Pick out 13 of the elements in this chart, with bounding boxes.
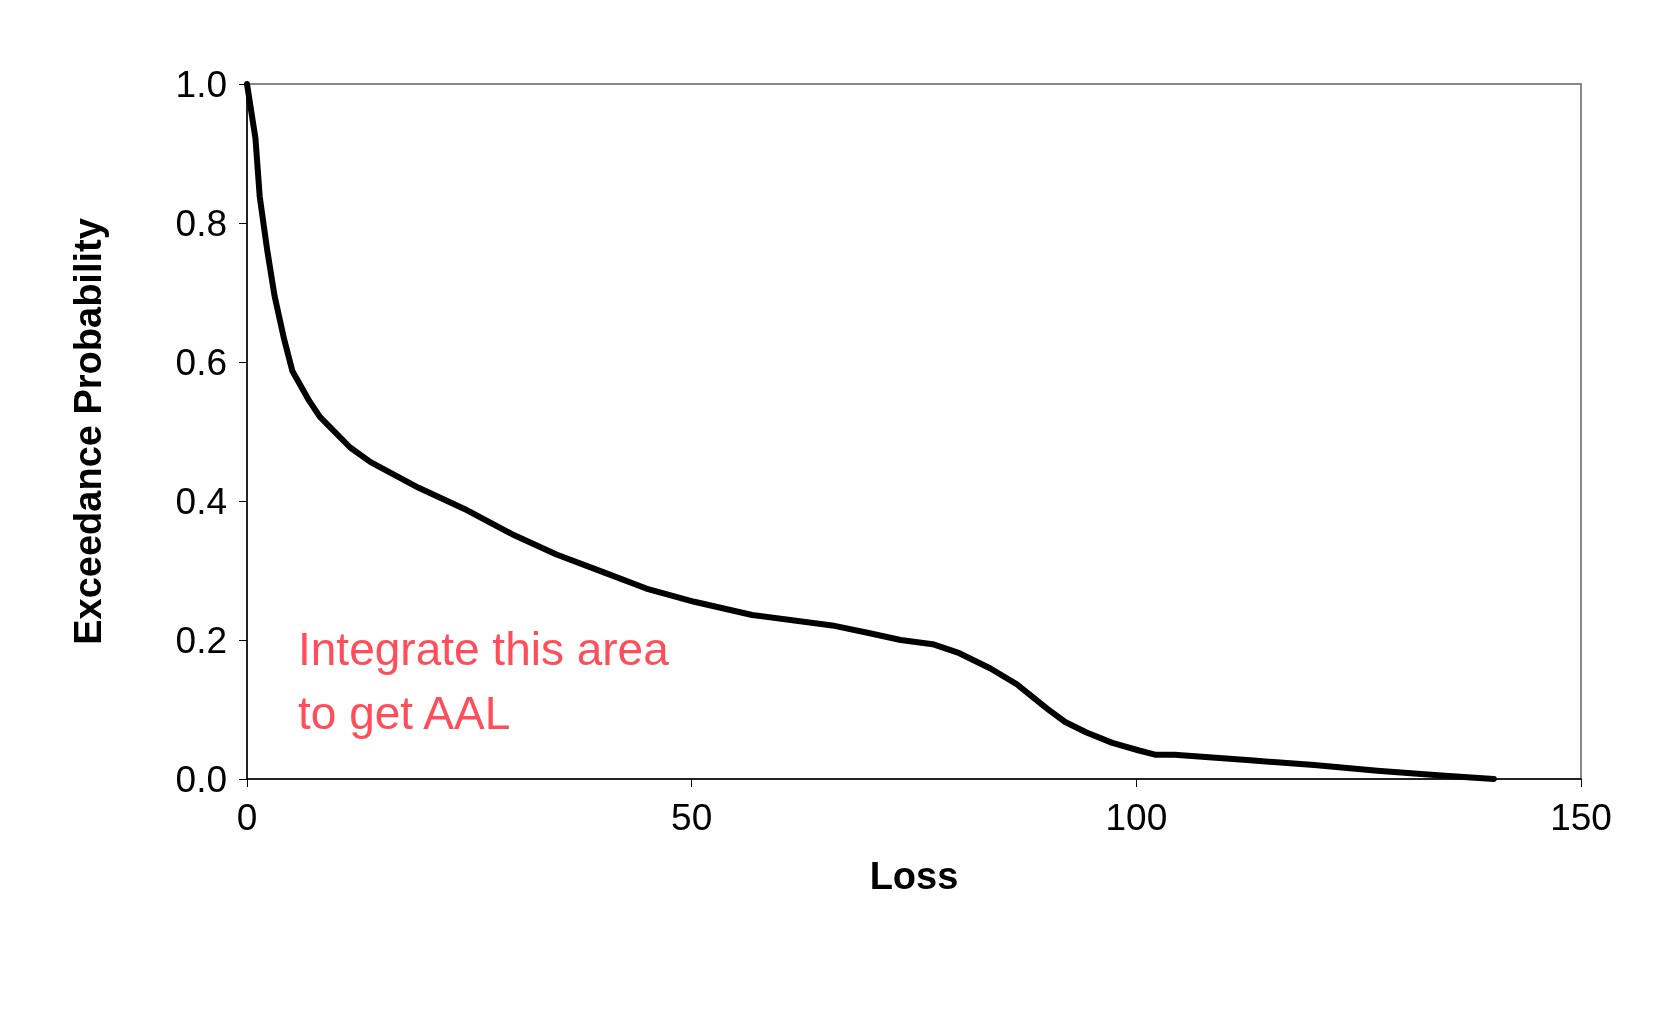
y-tick-label: 0.2 (175, 619, 227, 661)
y-tick-label: 0.0 (175, 758, 227, 800)
x-axis-title: Loss (869, 855, 959, 897)
y-tick-label: 1.0 (175, 63, 227, 105)
y-axis-title: Exceedance Probability (67, 218, 109, 645)
annotation: Integrate this area to get AAL (298, 623, 670, 739)
x-tick-label: 0 (236, 797, 258, 838)
y-tick-label: 0.4 (175, 480, 227, 522)
y-tick-label: 0.8 (175, 202, 227, 244)
x-tick-label: 50 (671, 797, 713, 838)
x-tick-label: 100 (1105, 797, 1168, 838)
x-tick-label: 150 (1550, 797, 1612, 838)
y-tick-label: 0.6 (175, 341, 227, 383)
